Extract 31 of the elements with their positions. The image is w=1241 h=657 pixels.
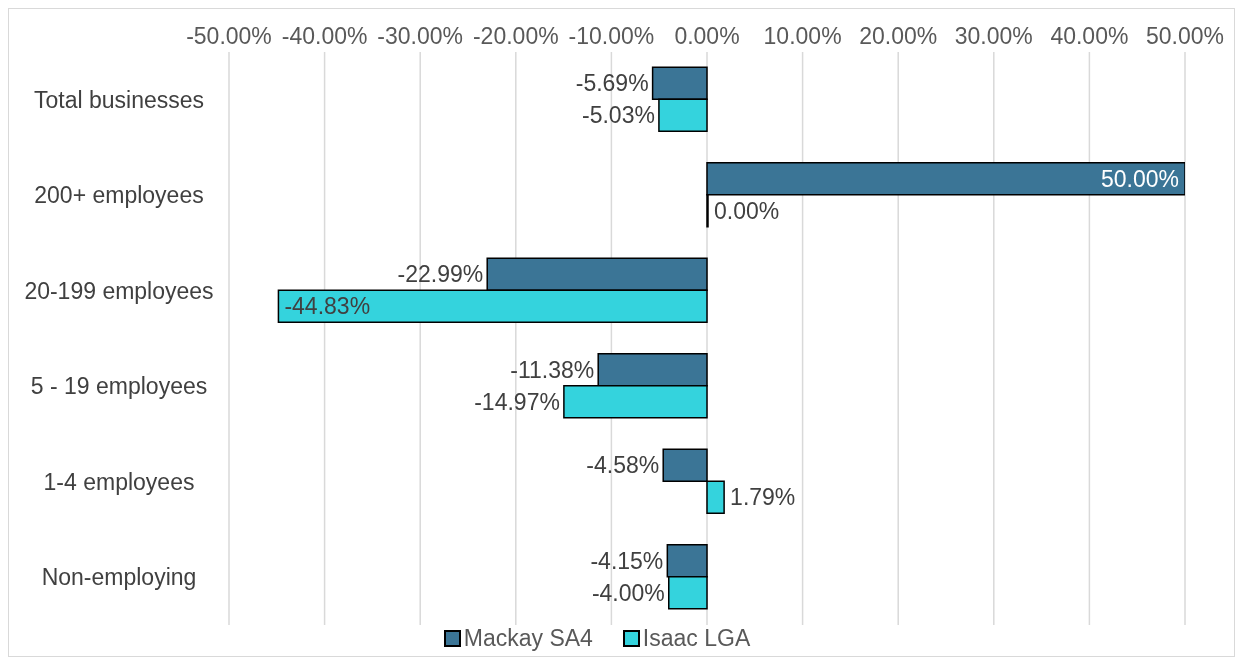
- x-tick-label: -30.00%: [377, 23, 464, 49]
- x-tick-label: 40.00%: [1050, 23, 1129, 49]
- y-tick-label: Total businesses: [33, 86, 205, 113]
- data-label: -4.58%: [586, 452, 660, 479]
- data-label: 0.00%: [714, 197, 780, 224]
- x-tick-label: 10.00%: [763, 23, 842, 49]
- x-tick-label: 20.00%: [859, 23, 938, 49]
- data-label: -5.69%: [575, 70, 649, 97]
- y-tick-label: 1-4 employees: [43, 468, 195, 495]
- data-label: -5.03%: [582, 102, 655, 129]
- x-tick-label: 50.00%: [1145, 23, 1225, 49]
- y-tick-label: 5 - 19 employees: [30, 373, 208, 400]
- legend-label: Isaac LGA: [641, 625, 751, 652]
- y-tick-label: 20-199 employees: [24, 277, 214, 304]
- y-tick-label: Non-employing: [41, 564, 197, 591]
- data-label: 50.00%: [1100, 165, 1179, 192]
- x-tick-label: -40.00%: [281, 23, 368, 49]
- x-tick-label: -10.00%: [568, 23, 655, 49]
- x-tick-label: 0.00%: [674, 23, 740, 49]
- y-tick-label: 200+ employees: [34, 182, 204, 209]
- x-tick-label: -50.00%: [186, 23, 272, 49]
- data-label: -11.38%: [510, 356, 595, 383]
- data-label: -22.99%: [397, 261, 484, 288]
- data-label: -44.83%: [284, 293, 371, 320]
- x-tick-label: 30.00%: [954, 23, 1033, 49]
- legend-label: Mackay SA4: [462, 625, 593, 652]
- data-label: 1.79%: [730, 484, 796, 511]
- data-label: -14.97%: [474, 388, 560, 415]
- data-label: -4.00%: [591, 579, 665, 606]
- x-tick-label: -20.00%: [472, 23, 559, 49]
- data-label: -4.15%: [590, 547, 664, 574]
